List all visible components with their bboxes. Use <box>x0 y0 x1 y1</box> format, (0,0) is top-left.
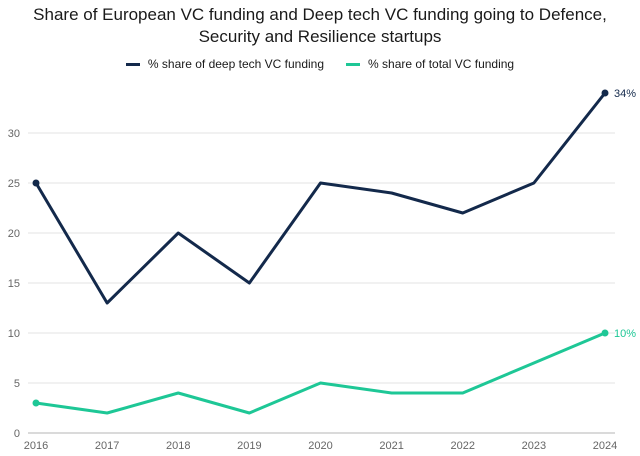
series-line-0 <box>34 91 607 305</box>
legend-item-total-vc: % share of total VC funding <box>346 57 514 71</box>
x-tick-label-2022: 2022 <box>451 440 475 452</box>
legend-swatch-total-vc <box>346 62 361 66</box>
x-tick-label-2023: 2023 <box>522 440 546 452</box>
x-tick-label-2024: 2024 <box>593 440 617 452</box>
series-1-end-label: 10% <box>614 328 636 340</box>
x-tick-label-2018: 2018 <box>166 440 190 452</box>
series-line-1 <box>34 331 607 415</box>
legend-label-deep-tech: % share of deep tech VC funding <box>147 57 325 71</box>
x-tick-label-2019: 2019 <box>237 440 261 452</box>
x-tick-label-2017: 2017 <box>95 440 119 452</box>
chart-title: Share of European VC funding and Deep te… <box>0 4 640 48</box>
series-0-point-2024 <box>601 89 609 97</box>
y-tick-label-25: 25 <box>8 178 20 190</box>
y-tick-label-5: 5 <box>14 378 20 390</box>
y-tick-label-30: 30 <box>8 128 20 140</box>
legend-item-deep-tech: % share of deep tech VC funding <box>125 57 325 71</box>
legend: % share of deep tech VC funding % share … <box>0 57 640 71</box>
x-tick-label-2020: 2020 <box>308 440 332 452</box>
series-1-point-2016 <box>32 399 40 407</box>
x-tick-label-2016: 2016 <box>24 440 48 452</box>
y-tick-label-10: 10 <box>8 328 20 340</box>
legend-label-total-vc: % share of total VC funding <box>368 57 515 71</box>
series-1-point-2024 <box>601 329 609 337</box>
series-0-point-2016 <box>32 179 40 187</box>
legend-swatch-deep-tech <box>125 62 140 66</box>
y-tick-label-20: 20 <box>8 228 20 240</box>
x-tick-label-2021: 2021 <box>379 440 403 452</box>
y-tick-label-0: 0 <box>14 428 20 440</box>
series-0-end-label: 34% <box>614 88 636 100</box>
y-tick-label-15: 15 <box>8 278 20 290</box>
chart-title-line-1: Share of European VC funding and Deep te… <box>33 5 607 24</box>
chart-title-line-2: Security and Resilience startups <box>198 27 442 46</box>
